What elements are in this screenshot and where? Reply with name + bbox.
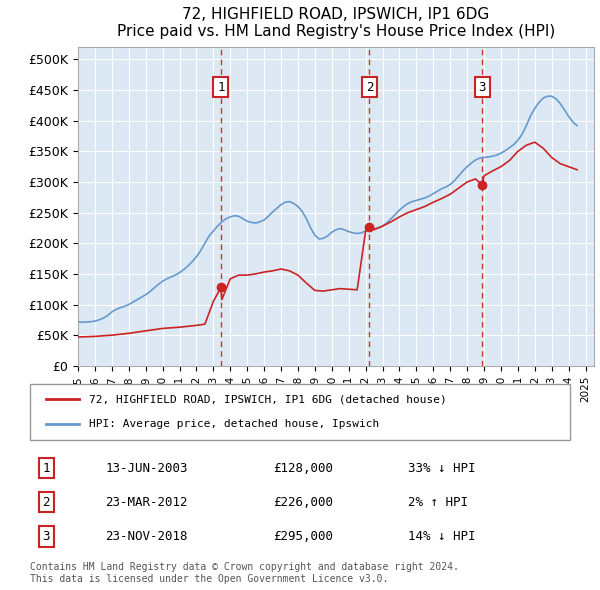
Text: 72, HIGHFIELD ROAD, IPSWICH, IP1 6DG (detached house): 72, HIGHFIELD ROAD, IPSWICH, IP1 6DG (de…	[89, 394, 447, 404]
Text: £226,000: £226,000	[273, 496, 333, 509]
Text: 2: 2	[43, 496, 50, 509]
Text: 3: 3	[479, 80, 486, 94]
Text: 1: 1	[43, 461, 50, 475]
Text: 3: 3	[43, 530, 50, 543]
Title: 72, HIGHFIELD ROAD, IPSWICH, IP1 6DG
Price paid vs. HM Land Registry's House Pri: 72, HIGHFIELD ROAD, IPSWICH, IP1 6DG Pri…	[117, 6, 555, 39]
Text: 33% ↓ HPI: 33% ↓ HPI	[408, 461, 476, 475]
Text: 13-JUN-2003: 13-JUN-2003	[106, 461, 188, 475]
Text: 23-NOV-2018: 23-NOV-2018	[106, 530, 188, 543]
Text: 1: 1	[217, 80, 225, 94]
Text: £128,000: £128,000	[273, 461, 333, 475]
FancyBboxPatch shape	[30, 384, 570, 440]
Text: 14% ↓ HPI: 14% ↓ HPI	[408, 530, 476, 543]
Text: £295,000: £295,000	[273, 530, 333, 543]
Text: Contains HM Land Registry data © Crown copyright and database right 2024.
This d: Contains HM Land Registry data © Crown c…	[30, 562, 459, 584]
Text: 23-MAR-2012: 23-MAR-2012	[106, 496, 188, 509]
Text: 2: 2	[366, 80, 373, 94]
Text: 2% ↑ HPI: 2% ↑ HPI	[408, 496, 468, 509]
Text: HPI: Average price, detached house, Ipswich: HPI: Average price, detached house, Ipsw…	[89, 419, 380, 429]
